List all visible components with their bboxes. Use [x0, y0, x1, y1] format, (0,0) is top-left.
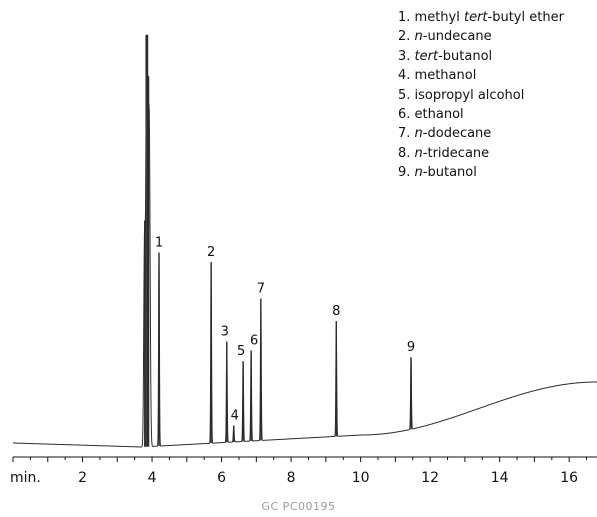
legend-item: 1. methyl tert-butyl ether — [398, 8, 564, 27]
legend-compound-text: n — [414, 29, 423, 45]
x-tick-label: 8 — [287, 470, 296, 486]
legend-number: 4. — [398, 68, 415, 84]
legend-compound-text: ethanol — [414, 107, 464, 123]
legend-item: 5. isopropyl alcohol — [398, 86, 564, 105]
peak-label-1: 1 — [155, 236, 163, 251]
legend-item: 9. n-butanol — [398, 163, 564, 182]
legend-number: 3. — [398, 48, 415, 64]
legend-compound-text: tert — [414, 48, 439, 64]
peak-label-6: 6 — [250, 333, 258, 348]
legend-number: 8. — [398, 145, 415, 161]
legend-compound-text: -tridecane — [422, 145, 490, 161]
peak-label-5: 5 — [237, 344, 245, 359]
x-tick-label: 2 — [78, 470, 87, 486]
legend-number: 7. — [398, 126, 415, 142]
legend-item: 7. n-dodecane — [398, 124, 564, 143]
legend-number: 6. — [398, 107, 415, 123]
legend-number: 1. — [398, 10, 415, 25]
legend-compound-text: n — [414, 165, 423, 181]
legend-compound-text: -butanol — [422, 165, 477, 181]
legend-compound-text: methanol — [414, 68, 477, 84]
legend-item: 2. n-undecane — [398, 27, 564, 46]
chromatogram-trace — [12, 34, 597, 448]
figure-code: GC PC00195 — [261, 500, 336, 513]
peak-label-8: 8 — [332, 304, 340, 319]
peak-label-7: 7 — [257, 281, 265, 296]
legend-item: 6. ethanol — [398, 105, 564, 124]
peak-label-2: 2 — [207, 245, 215, 260]
x-unit-label: min. — [10, 470, 41, 486]
legend-item: 3. tert-butanol — [398, 47, 564, 66]
legend-compound-text: -undecane — [422, 29, 492, 45]
legend-compound-text: n — [414, 126, 423, 142]
legend-number: 5. — [398, 87, 415, 103]
peak-label-4: 4 — [231, 408, 239, 423]
x-tick-label: 16 — [560, 470, 578, 486]
legend-compound-text: n — [414, 145, 423, 161]
x-tick-label: 12 — [421, 470, 439, 486]
x-tick-label: 10 — [352, 470, 370, 486]
peak-legend: 1. methyl tert-butyl ether 2. n-undecane 3… — [398, 8, 564, 183]
legend-compound-text: -butyl ether — [487, 10, 564, 25]
legend-item: 8. n-tridecane — [398, 144, 564, 163]
x-tick-label: 14 — [491, 470, 509, 486]
x-tick-label: 6 — [217, 470, 226, 486]
legend-compound-text: -dodecane — [422, 126, 492, 142]
legend-compound-text: methyl — [414, 10, 464, 25]
peak-label-3: 3 — [221, 324, 229, 339]
x-tick-label: 4 — [148, 470, 157, 486]
legend-compound-text: -butanol — [438, 48, 493, 64]
legend-compound-text: tert — [463, 10, 488, 25]
legend-number: 9. — [398, 165, 415, 181]
peak-label-9: 9 — [407, 340, 415, 355]
legend-compound-text: isopropyl alcohol — [414, 87, 525, 103]
legend-number: 2. — [398, 29, 415, 45]
legend-item: 4. methanol — [398, 66, 564, 85]
